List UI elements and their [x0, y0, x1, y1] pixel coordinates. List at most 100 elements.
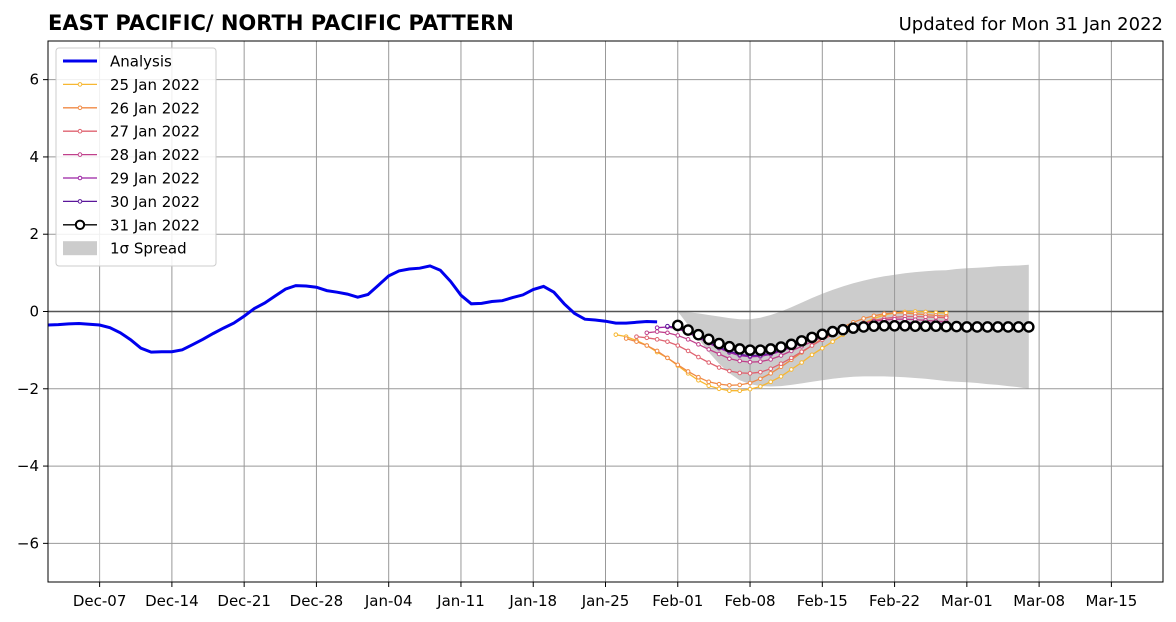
data-point [881, 311, 887, 317]
legend-label: 31 Jan 2022 [110, 216, 200, 234]
data-point [737, 358, 743, 364]
data-point [754, 344, 767, 356]
legend-label: 1σ Spread [110, 240, 187, 258]
data-point [930, 320, 942, 332]
data-point [785, 338, 798, 351]
data-point [716, 381, 722, 387]
data-point [644, 335, 650, 341]
series-31-jan-2022 [671, 319, 1035, 356]
data-point [943, 315, 949, 320]
data-point [909, 320, 922, 332]
data-point [768, 357, 773, 362]
legend-label: 27 Jan 2022 [110, 123, 200, 141]
data-point [888, 319, 901, 332]
data-point [933, 314, 939, 320]
data-point [685, 369, 691, 374]
data-point [654, 329, 660, 334]
data-point [733, 343, 746, 355]
legend-label: 30 Jan 2022 [110, 193, 200, 211]
x-tick-label: Feb-08 [725, 592, 776, 610]
data-point [764, 343, 777, 355]
data-point [685, 348, 691, 354]
data-point [768, 379, 773, 385]
data-point [727, 388, 732, 394]
data-point [665, 339, 670, 344]
legend-swatch-spread [63, 241, 97, 256]
legend-marker-31-jan-2022 [74, 219, 86, 231]
data-point [820, 345, 825, 351]
data-point [1022, 321, 1035, 333]
data-point [778, 353, 784, 358]
legend-label: 29 Jan 2022 [110, 170, 200, 188]
legend-label: Analysis [110, 53, 172, 71]
data-point [1012, 321, 1025, 333]
chart-title: EAST PACIFIC/ NORTH PACIFIC PATTERN [48, 11, 514, 35]
data-point [758, 369, 763, 375]
data-point [613, 332, 619, 337]
x-tick-label: Dec-07 [73, 592, 127, 610]
data-point [727, 368, 732, 374]
data-point [758, 384, 763, 389]
data-point [789, 355, 794, 361]
data-point [806, 331, 818, 344]
data-point [696, 354, 701, 360]
x-tick-label: Jan-04 [364, 592, 413, 610]
data-point [861, 316, 866, 321]
data-point [1002, 321, 1014, 333]
data-point [899, 319, 911, 332]
data-point [654, 337, 660, 342]
data-point [685, 337, 691, 342]
data-point [778, 361, 784, 366]
x-tick-label: Dec-28 [290, 592, 344, 610]
y-tick-label: −2 [17, 380, 39, 398]
legend-marker-28-jan-2022 [77, 152, 83, 157]
data-point [665, 355, 670, 361]
data-point [696, 342, 701, 347]
data-point [868, 320, 880, 332]
legend-box [55, 47, 217, 267]
data-point [992, 321, 1004, 333]
data-point [644, 330, 650, 336]
data-point [675, 362, 681, 368]
data-point [758, 359, 763, 365]
data-point [702, 333, 715, 346]
data-point [857, 321, 870, 333]
data-point [737, 382, 743, 388]
data-point [706, 360, 712, 365]
legend-label: 26 Jan 2022 [110, 99, 200, 117]
data-point [775, 341, 787, 353]
data-point [696, 374, 701, 380]
data-point [830, 339, 835, 344]
data-point [737, 370, 743, 376]
data-point [847, 322, 860, 334]
x-tick-label: Feb-15 [797, 592, 848, 610]
data-point [675, 343, 681, 348]
data-point [675, 333, 681, 338]
data-point [878, 319, 891, 332]
series-line-analysis [48, 264, 658, 354]
data-point [723, 340, 736, 353]
data-point [768, 366, 773, 371]
legend-label: 28 Jan 2022 [110, 146, 200, 164]
series-analysis [48, 264, 658, 354]
data-point [654, 348, 660, 354]
x-tick-label: Feb-01 [652, 592, 703, 610]
data-point [744, 344, 756, 356]
data-point [892, 310, 897, 316]
data-point [789, 367, 794, 372]
y-tick-label: 4 [29, 148, 39, 166]
data-point [871, 313, 877, 319]
legend-marker-30-jan-2022 [77, 199, 83, 204]
data-point [623, 336, 629, 341]
data-point [919, 320, 932, 332]
data-point [799, 360, 804, 365]
y-tick-label: 6 [29, 71, 39, 89]
data-point [713, 337, 725, 350]
legend: Analysis 25 Jan 2022 26 Jan 2022 27 Jan 202… [55, 47, 217, 267]
data-point [971, 321, 983, 333]
data-point [758, 376, 763, 382]
data-point [961, 321, 973, 333]
y-tick-label: −6 [17, 534, 39, 552]
y-tick-label: 0 [29, 303, 39, 321]
data-point [706, 347, 712, 352]
